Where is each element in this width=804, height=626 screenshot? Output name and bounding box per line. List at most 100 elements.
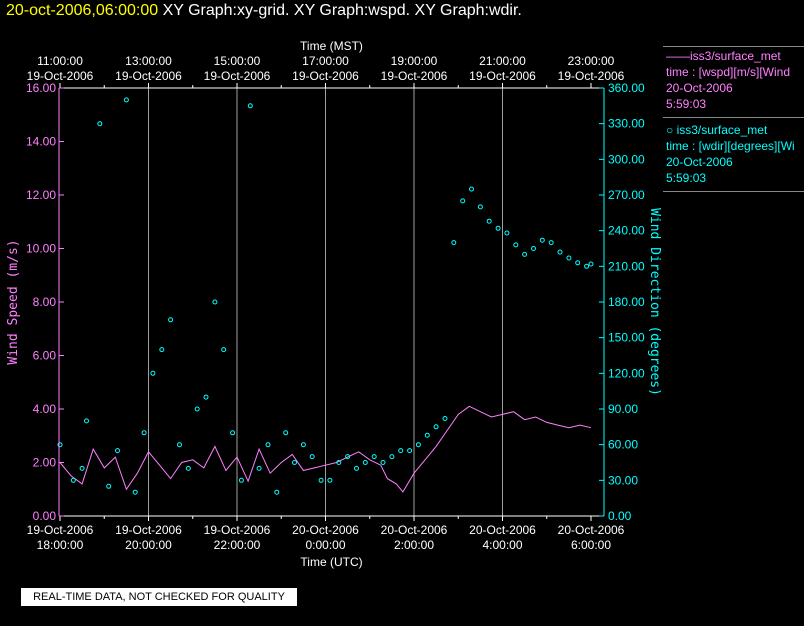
legend-divider <box>663 46 804 47</box>
wdir-point <box>309 454 315 460</box>
wdir-point <box>115 448 120 454</box>
left-tick-label: 16.00 <box>26 81 56 95</box>
wdir-point <box>265 442 271 448</box>
wdir-point <box>292 460 297 465</box>
right-tick-label: 210.00 <box>608 259 645 273</box>
wdir-point <box>354 465 359 471</box>
left-tick-label: 6.00 <box>33 349 57 363</box>
wdir-point <box>230 430 236 436</box>
wdir-point <box>371 454 377 460</box>
wdir-point <box>345 454 351 460</box>
right-tick-label: 60.00 <box>608 438 638 452</box>
right-tick-label: 30.00 <box>608 473 638 487</box>
wdir-point <box>442 416 448 421</box>
wdir-point <box>221 347 227 353</box>
wdir-point <box>380 460 386 465</box>
bottom-tick-time: 4:00:00 <box>482 538 522 552</box>
bottom-tick-date: 19-Oct-2006 <box>115 523 182 537</box>
left-tick-label: 10.00 <box>26 242 56 256</box>
top-tick-date: 19-Oct-2006 <box>27 69 94 83</box>
right-tick-label: 270.00 <box>608 188 645 202</box>
right-tick-label: 0.00 <box>608 509 632 523</box>
wdir-point <box>97 121 103 127</box>
series-wdir <box>57 97 594 495</box>
wdir-point <box>513 242 519 248</box>
wdir-point <box>106 483 112 489</box>
legend-divider <box>663 117 804 118</box>
wdir-point <box>566 255 572 261</box>
axis-labels: 19-Oct-200618:00:0011:00:0019-Oct-200619… <box>6 39 662 569</box>
wdir-point <box>362 460 368 465</box>
left-tick-label: 8.00 <box>33 295 57 309</box>
right-tick-label: 120.00 <box>608 366 645 380</box>
grid-lines <box>148 88 503 516</box>
wdir-point <box>522 251 528 257</box>
wdir-point <box>300 442 306 448</box>
bottom-tick-time: 20:00:00 <box>125 538 172 552</box>
axes <box>58 83 605 521</box>
wdir-point <box>185 465 191 471</box>
bottom-tick-time: 6:00:00 <box>571 538 611 552</box>
wdir-point <box>495 225 501 231</box>
bottom-tick-time: 0:00:00 <box>305 538 345 552</box>
bottom-tick-date: 20-Oct-2006 <box>292 523 359 537</box>
wdir-point <box>575 260 581 266</box>
right-axis-title: Wind Direction (degrees) <box>647 208 662 396</box>
bottom-tick-time: 2:00:00 <box>394 538 434 552</box>
wdir-point <box>318 477 324 483</box>
wdir-point <box>469 186 474 192</box>
wdir-point <box>238 477 244 483</box>
left-axis-title: Wind Speed (m/s) <box>6 239 21 364</box>
page-title: 20-oct-2006,06:00:00 XY Graph:xy-grid. X… <box>6 2 522 20</box>
top-tick-date: 19-Oct-2006 <box>381 69 448 83</box>
wdir-point <box>132 489 138 495</box>
top-tick-time: 13:00:00 <box>125 54 172 68</box>
title-date: 20-oct-2006,06:00:00 <box>6 2 159 19</box>
wdir-point <box>177 442 182 448</box>
top-tick-time: 21:00:00 <box>479 54 526 68</box>
wdir-point <box>247 103 253 109</box>
wdir-point <box>451 240 457 246</box>
wdir-point <box>84 418 89 424</box>
right-tick-label: 150.00 <box>608 331 645 345</box>
wdir-point <box>407 448 413 454</box>
wdir-point <box>398 448 404 454</box>
top-tick-date: 19-Oct-2006 <box>292 69 359 83</box>
top-tick-date: 19-Oct-2006 <box>115 69 182 83</box>
wdir-point <box>274 489 280 495</box>
left-tick-label: 12.00 <box>26 188 56 202</box>
legend-time: 5:59:03 <box>666 97 707 111</box>
wdir-point <box>70 477 76 483</box>
top-tick-time: 17:00:00 <box>302 54 349 68</box>
bottom-tick-date: 19-Oct-2006 <box>204 523 271 537</box>
legend-field: time : [wdir][degrees][Wi <box>666 139 795 153</box>
right-tick-label: 300.00 <box>608 152 645 166</box>
wdir-point <box>168 317 174 323</box>
legend-time: 5:59:03 <box>666 171 707 185</box>
left-tick-label: 4.00 <box>33 402 57 416</box>
top-tick-time: 19:00:00 <box>391 54 438 68</box>
wdir-point <box>415 442 421 448</box>
wdir-point <box>150 370 156 376</box>
left-tick-label: 14.00 <box>26 135 56 149</box>
top-axis-title: Time (MST) <box>300 39 363 53</box>
legend-divider <box>663 191 804 192</box>
bottom-tick-date: 20-Oct-2006 <box>558 523 625 537</box>
wdir-point <box>557 249 563 255</box>
top-tick-date: 19-Oct-2006 <box>469 69 536 83</box>
legend-date: 20-Oct-2006 <box>666 155 733 169</box>
top-tick-time: 11:00:00 <box>37 54 83 68</box>
legend-date: 20-Oct-2006 <box>666 81 733 95</box>
wdir-point <box>486 218 492 224</box>
wdir-point <box>531 246 536 251</box>
wdir-point <box>194 406 200 412</box>
wdir-point <box>588 261 594 267</box>
right-tick-label: 330.00 <box>608 117 645 131</box>
wdir-point <box>283 430 289 436</box>
wdir-point <box>433 424 439 430</box>
wdir-point <box>584 263 590 269</box>
bottom-tick-date: 20-Oct-2006 <box>469 523 536 537</box>
top-tick-date: 19-Oct-2006 <box>558 69 625 83</box>
left-tick-label: 0.00 <box>33 509 57 523</box>
